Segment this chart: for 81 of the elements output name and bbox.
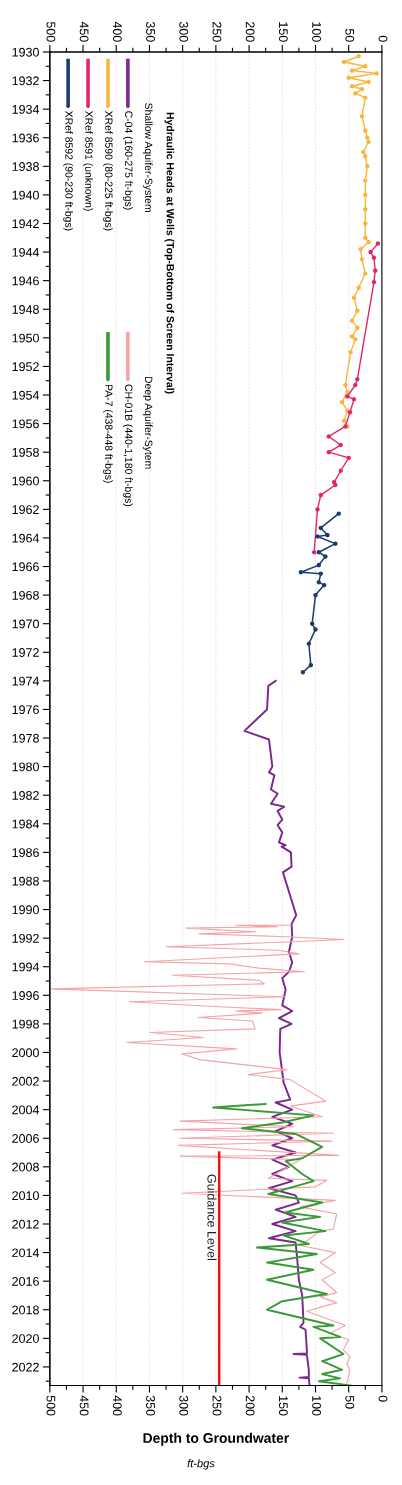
- x2-tick-label: 50: [345, 28, 355, 42]
- y-tick-label: 1958: [12, 447, 39, 457]
- y-tick-label: 1964: [12, 533, 40, 543]
- y-tick-label: 2020: [12, 1334, 39, 1343]
- y-tick-label: 2006: [12, 1134, 39, 1143]
- x-tick-label: 250: [212, 1395, 222, 1416]
- x2-tick-label: 450: [79, 21, 89, 42]
- y-tick-label: 2004: [12, 1105, 40, 1115]
- text: ft-bgs: [187, 1459, 215, 1470]
- y-tick-label: 1996: [12, 991, 39, 1000]
- y-tick-label: 1988: [12, 876, 39, 886]
- x-tick-label: 500: [46, 1395, 56, 1416]
- y-tick-label: 1944: [12, 247, 40, 257]
- x-tick-label: 400: [112, 1395, 122, 1416]
- x2-tick-label: 200: [245, 22, 255, 42]
- y-tick-label: 2016: [12, 1276, 39, 1286]
- y-tick-label: 2012: [12, 1219, 39, 1229]
- y-tick-label: 1992: [12, 933, 39, 943]
- y-tick-label: 1972: [12, 648, 39, 657]
- y-tick-label: 2018: [12, 1305, 39, 1315]
- y-tick-label: 2008: [12, 1162, 39, 1172]
- y-tick-label: 1940: [12, 190, 39, 200]
- y-tick-label: 1984: [12, 819, 40, 829]
- y-tick-label: 1962: [12, 505, 39, 514]
- y-tick-label: 1982: [12, 791, 39, 800]
- x-tick-label: 0: [378, 1395, 388, 1402]
- y-tick-label: 1954: [12, 390, 40, 400]
- y-tick-label: 1956: [12, 419, 39, 429]
- x2-tick-label: 350: [146, 21, 155, 42]
- y-tick-label: 1986: [12, 848, 39, 858]
- x-tick-label: 200: [245, 1395, 255, 1416]
- y-tick-label: 1942: [12, 219, 39, 229]
- x-tick-label: 450: [79, 1395, 89, 1416]
- x2-tick-label: 100: [312, 22, 321, 42]
- y-tick-label: 1980: [12, 762, 39, 772]
- legend-label: PA-7 (438-448 ft-bgs): [103, 384, 113, 483]
- x-tick-label: 50: [345, 1395, 355, 1409]
- y-tick-label: 1948: [12, 305, 39, 314]
- y-tick-label: 1976: [12, 705, 39, 715]
- y-tick-label: 1990: [12, 905, 39, 915]
- y-tick-label: 1998: [12, 1019, 39, 1029]
- x-tick-label: 350: [146, 1395, 155, 1416]
- x2-tick-label: 300: [179, 21, 189, 42]
- x-tick-label: 300: [179, 1395, 189, 1416]
- y-tick-label: 1946: [12, 276, 39, 286]
- y-tick-label: 1938: [12, 162, 39, 171]
- legend-label: XRef 8590 (80-225 ft-bgs): [103, 110, 113, 231]
- y-tick-label: 1952: [12, 362, 39, 372]
- y-tick-label: 2014: [12, 1248, 40, 1258]
- y-tick-label: 2022: [12, 1362, 39, 1372]
- x-tick-label: 100: [312, 1396, 321, 1416]
- x2-tick-label: 150: [278, 22, 288, 42]
- y-tick-label: 1970: [12, 619, 39, 629]
- x2-tick-label: 250: [212, 22, 222, 42]
- y-tick-label: 2002: [12, 1076, 39, 1086]
- y-tick-label: 2010: [12, 1191, 39, 1201]
- legend-label: C-04 (160-275 ft-bgs): [123, 111, 133, 210]
- x2-tick-label: 400: [112, 21, 122, 42]
- y-tick-label: 1950: [12, 333, 39, 343]
- legend-label: XRef 8591 (unknown): [83, 110, 93, 211]
- y-tick-label: 1932: [12, 76, 39, 86]
- y-tick-label: 1966: [12, 562, 39, 572]
- legend-title: Hydraulic Heads at Wells (Top-Bottom of Screen Interval): [164, 112, 175, 394]
- legend-label: CH-01B (440-1,180 ft-bgs): [123, 384, 133, 507]
- x-axis-title: Depth to Groundwater: [143, 1432, 289, 1446]
- y-tick-label: 1968: [12, 590, 39, 600]
- y-tick-label: 1978: [12, 733, 39, 743]
- y-tick-label: 2000: [12, 1048, 39, 1058]
- y-tick-label: 1974: [12, 676, 40, 686]
- legend-label: XRef 8592 (90-230 ft-bgs): [63, 110, 73, 231]
- x2-tick-label: 0: [378, 35, 388, 42]
- x2-tick-label: 500: [46, 21, 56, 42]
- y-tick-label: 1994: [12, 962, 40, 972]
- annotation: Shallow Aquifer-System: [142, 103, 153, 212]
- y-tick-label: 1960: [12, 476, 39, 486]
- x-tick-label: 150: [278, 1396, 288, 1416]
- y-tick-label: 1930: [12, 47, 39, 57]
- y-tick-label: 1936: [12, 133, 39, 143]
- y-tick-label: 1934: [12, 104, 40, 114]
- annotation: Deep Aquifer-Sytem: [142, 376, 153, 469]
- text: Guidance Level: [207, 1174, 217, 1260]
